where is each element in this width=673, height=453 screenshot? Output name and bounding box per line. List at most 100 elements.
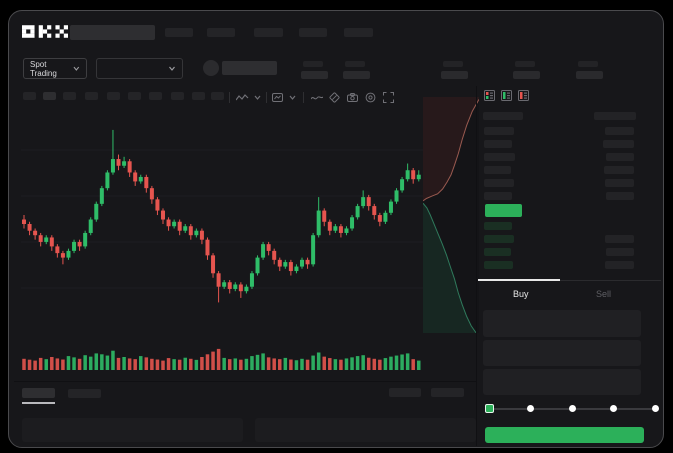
market-type-selector[interactable]: Spot Trading [23,58,87,79]
volume-bar [161,360,165,370]
bid-amount-row[interactable] [605,235,634,243]
ask-price-row[interactable] [484,153,515,161]
book-mode-asks[interactable] [518,90,529,101]
candle-body [183,226,188,231]
nav-item-placeholder[interactable] [207,28,235,37]
candle-body [116,159,121,166]
volume-bar [355,356,360,370]
candle-body [377,215,382,222]
timeframe-button[interactable] [192,92,205,100]
volume-bar [311,355,315,370]
timeframe-button[interactable] [43,92,56,100]
asks-depth-line [423,99,479,202]
bid-amount-row[interactable] [605,261,634,269]
ask-amount-row[interactable] [605,179,634,187]
order-input-placeholder[interactable] [483,340,641,366]
ask-price-row[interactable] [484,166,511,174]
fullscreen-icon[interactable] [383,92,394,103]
volume-bar [194,359,199,370]
ask-amount-row[interactable] [604,166,634,174]
volume-bar [200,357,204,370]
bid-price-row[interactable] [484,222,512,230]
nav-item-placeholder[interactable] [165,28,193,37]
nav-item-placeholder[interactable] [344,28,373,37]
timeframe-button[interactable] [23,92,36,100]
chevron-down-icon [169,66,175,71]
settings-icon[interactable] [365,92,376,103]
candle-body [355,206,360,218]
slider-stop[interactable] [651,405,659,412]
timeframe-button[interactable] [85,92,98,100]
bid-price-row[interactable] [484,261,513,269]
candle-body [138,176,143,182]
tab-sell[interactable]: Sell [596,289,612,299]
volume-bar [328,358,332,370]
volume-bar [316,352,321,370]
candle-body [77,241,82,247]
bid-price-row[interactable] [484,248,511,256]
slider-stop[interactable] [610,405,617,412]
slider-handle[interactable] [484,404,494,413]
buy-submit-button[interactable] [485,427,644,443]
candle-body [266,244,271,251]
candle-type-icon[interactable] [236,93,249,102]
ask-price-row[interactable] [484,127,514,135]
volume-bar [378,359,382,370]
volume-bar [294,360,299,370]
panel-action-placeholder[interactable] [431,388,464,397]
timeframe-button[interactable] [107,92,120,100]
volume-bar [255,354,260,370]
volume-bar [289,359,293,370]
line-style-icon[interactable] [311,95,323,101]
candle-body [38,235,43,242]
candle-body [261,244,266,258]
timeframe-button[interactable] [171,92,184,100]
candle-body [416,174,421,180]
ask-amount-row[interactable] [605,127,634,135]
candle-body [66,250,71,258]
volume-bar [400,354,404,370]
ask-amount-row[interactable] [606,153,634,161]
compare-icon[interactable] [329,92,340,103]
global-search-placeholder[interactable] [70,25,155,40]
pair-selector[interactable] [96,58,183,79]
nav-item-placeholder[interactable] [299,28,327,37]
slider-stop[interactable] [568,405,576,412]
chevron-down-icon[interactable] [289,95,296,100]
panel-action-placeholder[interactable] [389,388,421,397]
indicators-icon[interactable] [272,93,283,102]
timeframe-button[interactable] [211,92,224,100]
nav-item-placeholder[interactable] [254,28,283,37]
bids-depth-line [423,202,477,333]
volume-bar [283,357,288,370]
order-input-placeholder[interactable] [483,369,641,395]
book-mode-bids[interactable] [501,90,512,101]
timeframe-button[interactable] [128,92,141,100]
chevron-down-icon[interactable] [254,95,261,100]
market-type-label: Spot Trading [30,59,57,78]
timeframe-button[interactable] [149,92,162,100]
ask-price-row[interactable] [484,179,514,187]
bid-amount-row[interactable] [606,248,634,256]
orders-tab-placeholder[interactable] [22,388,55,398]
timeframe-button[interactable] [63,92,76,100]
candlestick-chart[interactable] [21,112,423,372]
volume-bar [22,358,26,370]
volume-bar [350,357,354,370]
volume-bar [55,358,60,370]
volume-bar [88,356,93,370]
ask-amount-row[interactable] [606,192,634,200]
ask-amount-row[interactable] [603,140,634,148]
bid-price-row[interactable] [484,235,514,243]
orders-tab-placeholder[interactable] [68,389,101,398]
candle-body [122,161,127,166]
slider-stop[interactable] [527,405,534,412]
ask-price-row[interactable] [484,140,512,148]
camera-icon[interactable] [347,93,358,102]
order-input-placeholder[interactable] [483,310,641,337]
candle-body [277,259,282,267]
volume-bar [244,358,249,370]
ask-price-row[interactable] [484,192,512,200]
tab-buy[interactable]: Buy [513,289,529,299]
book-mode-both[interactable] [484,90,495,101]
